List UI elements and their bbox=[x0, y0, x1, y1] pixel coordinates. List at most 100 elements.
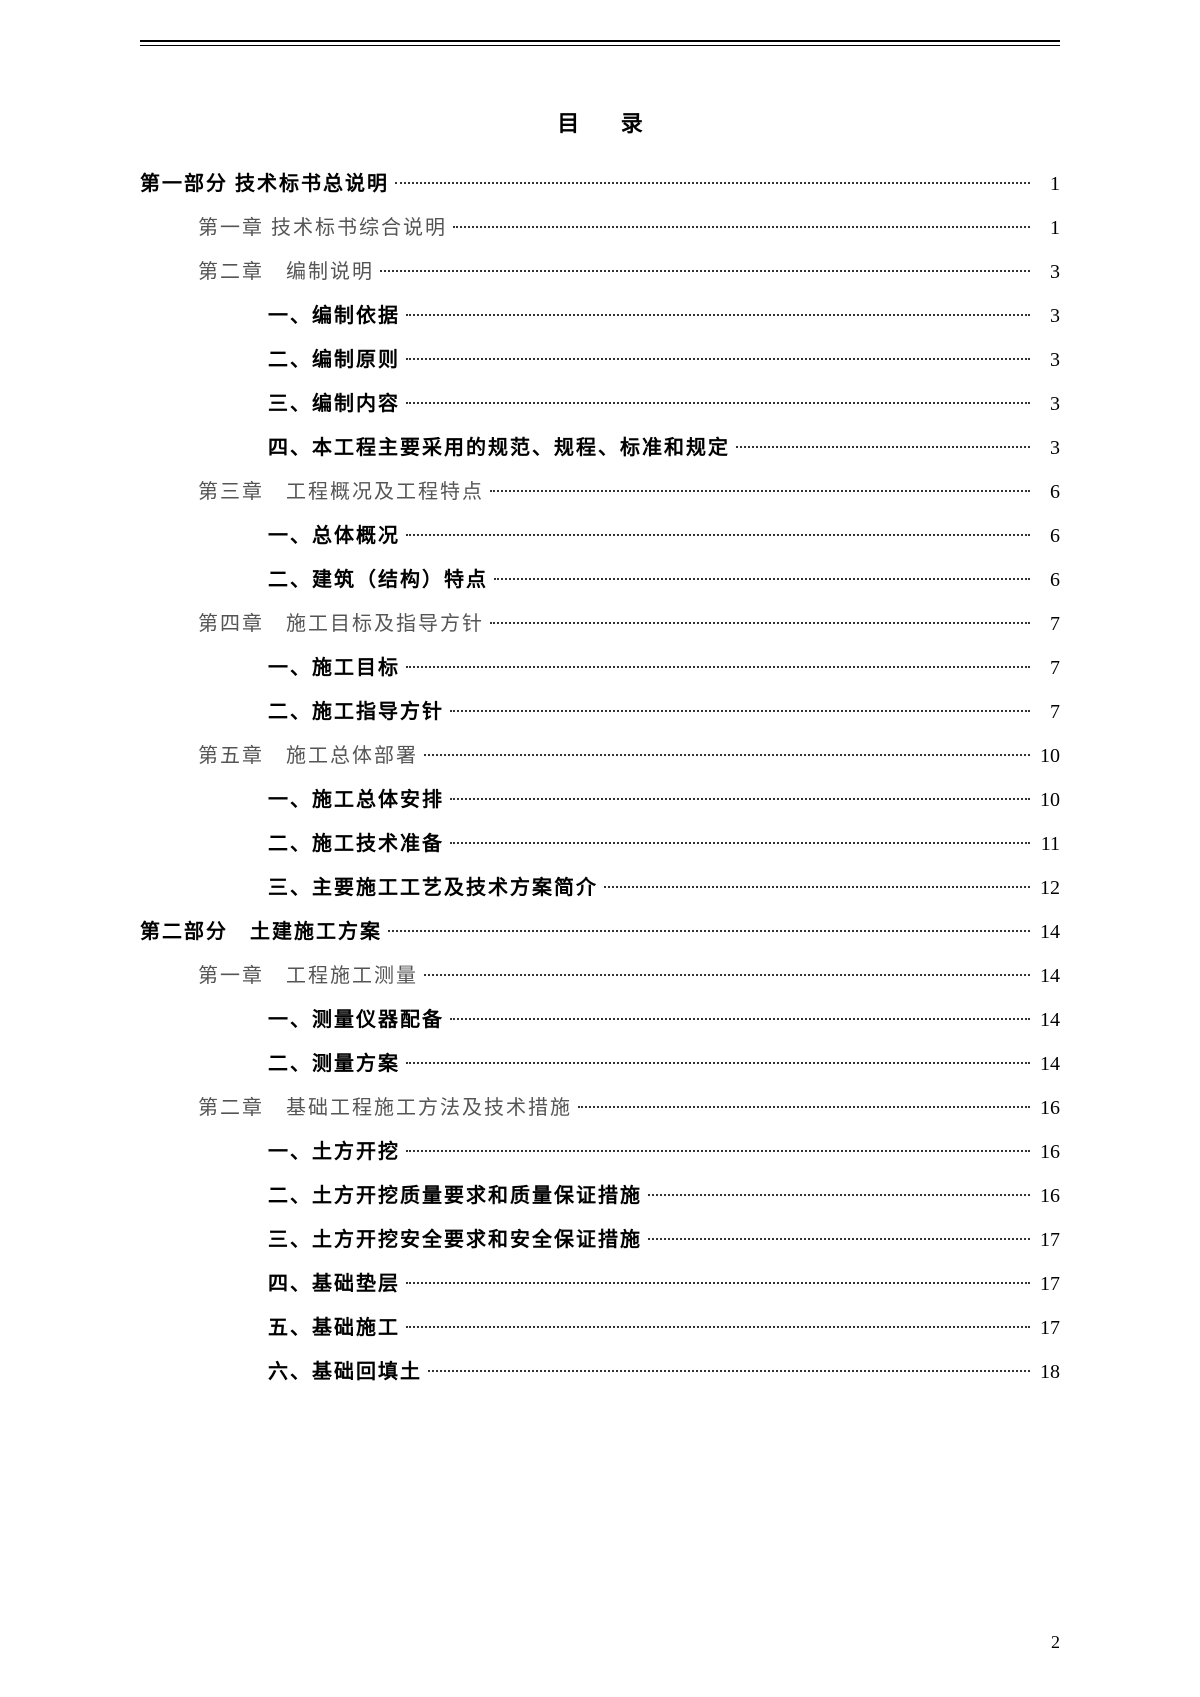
toc-entry-label: 三、主要施工工艺及技术方案简介 bbox=[268, 878, 598, 898]
toc-entry: 三、编制内容 3 bbox=[140, 394, 1060, 414]
toc-entry-label: 五、基础施工 bbox=[268, 1318, 400, 1338]
toc-entry-label: 第一部分 技术标书总说明 bbox=[140, 174, 389, 194]
toc-entry: 三、土方开挖安全要求和安全保证措施17 bbox=[140, 1230, 1060, 1250]
toc-leader-dots bbox=[406, 358, 1030, 360]
toc-entry-label: 一、总体概况 bbox=[268, 526, 400, 546]
toc-title: 目 录 bbox=[140, 106, 1060, 138]
toc-entry-page: 3 bbox=[1036, 350, 1060, 370]
toc-leader-dots bbox=[406, 314, 1030, 316]
toc-entry-page: 17 bbox=[1036, 1318, 1060, 1338]
toc-entry-label: 三、编制内容 bbox=[268, 394, 400, 414]
toc-list: 第一部分 技术标书总说明1第一章 技术标书综合说明1第二章 编制说明3一、编制依… bbox=[140, 174, 1060, 1382]
toc-entry-label: 第二部分 土建施工方案 bbox=[140, 922, 382, 942]
toc-entry-page: 1 bbox=[1036, 218, 1060, 238]
toc-leader-dots bbox=[406, 1282, 1030, 1284]
header-rule bbox=[140, 40, 1060, 46]
toc-entry-page: 6 bbox=[1036, 570, 1060, 590]
toc-entry-page: 18 bbox=[1036, 1362, 1060, 1382]
toc-leader-dots bbox=[450, 798, 1030, 800]
toc-entry-page: 3 bbox=[1036, 306, 1060, 326]
toc-entry: 第五章 施工总体部署 10 bbox=[140, 746, 1060, 766]
toc-entry-page: 16 bbox=[1036, 1186, 1060, 1206]
toc-entry: 第二部分 土建施工方案 14 bbox=[140, 922, 1060, 942]
toc-entry-page: 3 bbox=[1036, 262, 1060, 282]
toc-leader-dots bbox=[380, 270, 1030, 272]
toc-entry: 一、土方开挖16 bbox=[140, 1142, 1060, 1162]
toc-entry-label: 二、建筑（结构）特点 bbox=[268, 570, 488, 590]
toc-entry-label: 二、测量方案 bbox=[268, 1054, 400, 1074]
toc-entry: 四、基础垫层17 bbox=[140, 1274, 1060, 1294]
toc-leader-dots bbox=[648, 1238, 1030, 1240]
toc-entry-page: 6 bbox=[1036, 526, 1060, 546]
toc-leader-dots bbox=[450, 710, 1030, 712]
toc-entry: 二、施工技术准备 11 bbox=[140, 834, 1060, 854]
toc-entry-page: 7 bbox=[1036, 614, 1060, 634]
toc-entry: 一、总体概况 6 bbox=[140, 526, 1060, 546]
toc-entry-page: 7 bbox=[1036, 702, 1060, 722]
toc-entry-page: 17 bbox=[1036, 1230, 1060, 1250]
toc-entry: 第一部分 技术标书总说明1 bbox=[140, 174, 1060, 194]
toc-entry-label: 第一章 技术标书综合说明 bbox=[198, 218, 447, 238]
toc-leader-dots bbox=[395, 182, 1030, 184]
toc-leader-dots bbox=[406, 534, 1030, 536]
toc-leader-dots bbox=[450, 842, 1030, 844]
toc-entry-page: 6 bbox=[1036, 482, 1060, 502]
toc-entry: 第一章 工程施工测量 14 bbox=[140, 966, 1060, 986]
toc-entry-page: 16 bbox=[1036, 1142, 1060, 1162]
toc-entry: 二、建筑（结构）特点 6 bbox=[140, 570, 1060, 590]
toc-entry-label: 第四章 施工目标及指导方针 bbox=[198, 614, 484, 634]
toc-leader-dots bbox=[406, 1326, 1030, 1328]
toc-entry-page: 14 bbox=[1036, 966, 1060, 986]
toc-leader-dots bbox=[453, 226, 1030, 228]
toc-entry-page: 12 bbox=[1036, 878, 1060, 898]
toc-leader-dots bbox=[424, 754, 1030, 756]
toc-entry-label: 四、基础垫层 bbox=[268, 1274, 400, 1294]
toc-entry-label: 第二章 编制说明 bbox=[198, 262, 374, 282]
toc-entry-label: 一、施工总体安排 bbox=[268, 790, 444, 810]
toc-entry-page: 10 bbox=[1036, 746, 1060, 766]
toc-entry: 一、测量仪器配备14 bbox=[140, 1010, 1060, 1030]
toc-leader-dots bbox=[406, 1150, 1030, 1152]
toc-entry-page: 10 bbox=[1036, 790, 1060, 810]
toc-entry-page: 16 bbox=[1036, 1098, 1060, 1118]
toc-entry-page: 14 bbox=[1036, 922, 1060, 942]
toc-entry: 第二章 编制说明 3 bbox=[140, 262, 1060, 282]
toc-entry-page: 11 bbox=[1036, 834, 1060, 854]
toc-entry-label: 一、施工目标 bbox=[268, 658, 400, 678]
toc-entry: 第四章 施工目标及指导方针 7 bbox=[140, 614, 1060, 634]
toc-entry-page: 3 bbox=[1036, 438, 1060, 458]
toc-leader-dots bbox=[388, 930, 1030, 932]
toc-entry-label: 第二章 基础工程施工方法及技术措施 bbox=[198, 1098, 572, 1118]
toc-entry-page: 3 bbox=[1036, 394, 1060, 414]
toc-leader-dots bbox=[578, 1106, 1030, 1108]
toc-leader-dots bbox=[494, 578, 1030, 580]
toc-entry: 六、基础回填土18 bbox=[140, 1362, 1060, 1382]
toc-entry: 二、土方开挖质量要求和质量保证措施 16 bbox=[140, 1186, 1060, 1206]
toc-entry-label: 四、本工程主要采用的规范、规程、标准和规定 bbox=[268, 438, 730, 458]
toc-entry-page: 14 bbox=[1036, 1054, 1060, 1074]
toc-leader-dots bbox=[736, 446, 1030, 448]
page-number: 2 bbox=[1051, 1632, 1060, 1653]
toc-entry-label: 第五章 施工总体部署 bbox=[198, 746, 418, 766]
toc-entry-label: 二、土方开挖质量要求和质量保证措施 bbox=[268, 1186, 642, 1206]
toc-leader-dots bbox=[450, 1018, 1030, 1020]
toc-entry-label: 一、编制依据 bbox=[268, 306, 400, 326]
toc-leader-dots bbox=[424, 974, 1030, 976]
toc-leader-dots bbox=[406, 1062, 1030, 1064]
toc-entry: 第一章 技术标书综合说明 1 bbox=[140, 218, 1060, 238]
toc-leader-dots bbox=[406, 666, 1030, 668]
toc-entry: 三、主要施工工艺及技术方案简介 12 bbox=[140, 878, 1060, 898]
toc-entry: 一、施工总体安排 10 bbox=[140, 790, 1060, 810]
toc-entry: 二、施工指导方针7 bbox=[140, 702, 1060, 722]
toc-entry-label: 二、施工技术准备 bbox=[268, 834, 444, 854]
toc-entry: 五、基础施工 17 bbox=[140, 1318, 1060, 1338]
toc-leader-dots bbox=[428, 1370, 1030, 1372]
toc-entry-page: 14 bbox=[1036, 1010, 1060, 1030]
toc-entry: 一、编制依据 3 bbox=[140, 306, 1060, 326]
toc-entry-label: 第一章 工程施工测量 bbox=[198, 966, 418, 986]
toc-entry: 二、编制原则3 bbox=[140, 350, 1060, 370]
toc-entry: 一、施工目标7 bbox=[140, 658, 1060, 678]
toc-leader-dots bbox=[490, 622, 1030, 624]
toc-entry: 第二章 基础工程施工方法及技术措施 16 bbox=[140, 1098, 1060, 1118]
toc-leader-dots bbox=[406, 402, 1030, 404]
